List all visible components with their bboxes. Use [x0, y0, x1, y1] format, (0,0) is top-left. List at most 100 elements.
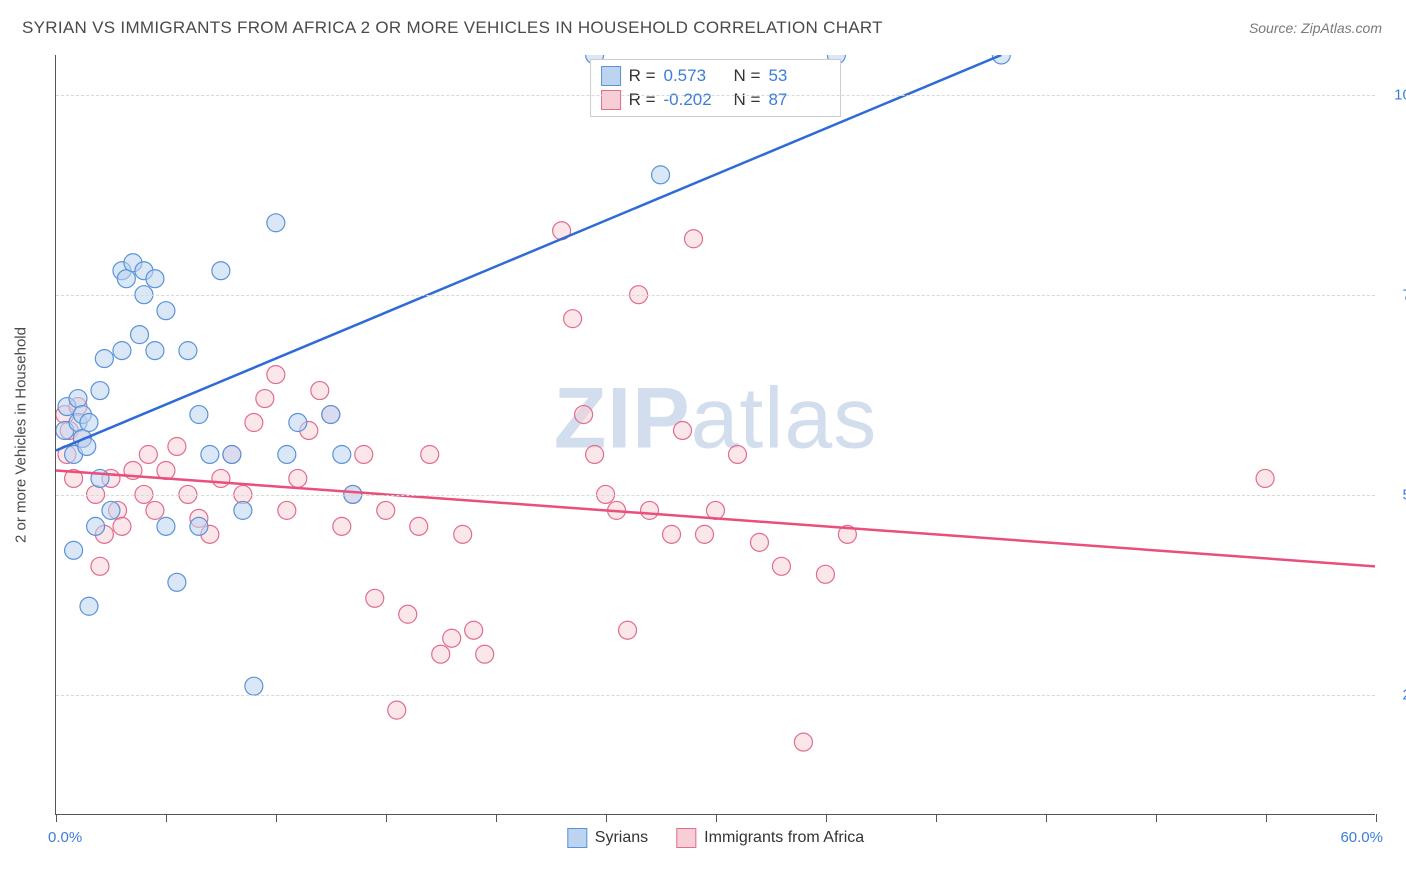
- data-point: [322, 406, 340, 424]
- data-point: [366, 589, 384, 607]
- x-tick: [1046, 814, 1047, 822]
- watermark-atlas: atlas: [691, 371, 878, 467]
- data-point: [69, 398, 87, 416]
- data-point: [102, 469, 120, 487]
- data-point: [73, 406, 91, 424]
- chart-plot-area: ZIPatlas 2 or more Vehicles in Household…: [55, 55, 1375, 815]
- data-point: [553, 222, 571, 240]
- swatch-africa: [601, 90, 621, 110]
- stats-row-africa: R = -0.202 N = 87: [601, 88, 831, 112]
- data-point: [608, 501, 626, 519]
- x-tick: [166, 814, 167, 822]
- watermark-zip: ZIP: [554, 371, 691, 467]
- y-tick-label: 50.0%: [1385, 487, 1406, 504]
- data-point: [73, 430, 91, 448]
- gridline: [56, 695, 1375, 696]
- legend-item-syrians: Syrians: [567, 828, 648, 848]
- x-axis-max-label: 60.0%: [1340, 829, 1383, 846]
- data-point: [91, 382, 109, 400]
- data-point: [696, 525, 714, 543]
- data-point: [190, 406, 208, 424]
- data-point: [58, 445, 76, 463]
- data-point: [146, 270, 164, 288]
- data-point: [333, 445, 351, 463]
- data-point: [135, 262, 153, 280]
- legend-label-syrians: Syrians: [595, 829, 648, 847]
- source-attribution: Source: ZipAtlas.com: [1249, 20, 1382, 36]
- data-point: [707, 501, 725, 519]
- data-point: [432, 645, 450, 663]
- data-point: [69, 414, 87, 432]
- data-point: [80, 597, 98, 615]
- data-point: [109, 501, 127, 519]
- trend-line: [56, 470, 1375, 566]
- data-point: [91, 469, 109, 487]
- data-point: [113, 262, 131, 280]
- swatch-syrians: [601, 66, 621, 86]
- data-point: [102, 501, 120, 519]
- stat-r-label: R =: [629, 90, 656, 110]
- data-point: [454, 525, 472, 543]
- data-point: [91, 557, 109, 575]
- data-point: [245, 414, 263, 432]
- stat-r-value-africa: -0.202: [664, 90, 726, 110]
- data-point: [157, 461, 175, 479]
- data-point: [300, 422, 318, 440]
- data-point: [157, 517, 175, 535]
- data-point: [333, 517, 351, 535]
- data-point: [95, 350, 113, 368]
- data-point: [388, 701, 406, 719]
- data-point: [421, 445, 439, 463]
- data-point: [289, 469, 307, 487]
- legend-label-africa: Immigrants from Africa: [704, 829, 864, 847]
- y-tick-label: 25.0%: [1385, 687, 1406, 704]
- data-point: [146, 501, 164, 519]
- data-point: [641, 501, 659, 519]
- data-point: [355, 445, 373, 463]
- data-point: [465, 621, 483, 639]
- data-point: [256, 390, 274, 408]
- data-point: [95, 525, 113, 543]
- x-tick: [716, 814, 717, 822]
- data-point: [267, 214, 285, 232]
- data-point: [65, 469, 83, 487]
- data-point: [168, 437, 186, 455]
- data-point: [278, 501, 296, 519]
- data-point: [443, 629, 461, 647]
- stat-r-value-syrians: 0.573: [664, 66, 726, 86]
- data-point: [56, 422, 74, 440]
- data-point: [663, 525, 681, 543]
- data-point: [212, 262, 230, 280]
- data-point: [794, 733, 812, 751]
- x-tick: [56, 814, 57, 822]
- data-point: [234, 501, 252, 519]
- data-point: [772, 557, 790, 575]
- data-point: [113, 342, 131, 360]
- data-point: [289, 414, 307, 432]
- data-point: [311, 382, 329, 400]
- data-point: [73, 430, 91, 448]
- data-point: [78, 437, 96, 455]
- y-tick-label: 75.0%: [1385, 287, 1406, 304]
- x-tick: [276, 814, 277, 822]
- data-point: [816, 565, 834, 583]
- watermark: ZIPatlas: [554, 370, 877, 469]
- stat-n-label: N =: [734, 66, 761, 86]
- data-point: [685, 230, 703, 248]
- y-tick-label: 100.0%: [1385, 87, 1406, 104]
- data-point: [139, 445, 157, 463]
- data-point: [278, 445, 296, 463]
- stat-n-value-africa: 87: [768, 90, 830, 110]
- gridline: [56, 95, 1375, 96]
- x-tick: [936, 814, 937, 822]
- data-point: [201, 525, 219, 543]
- data-point: [113, 517, 131, 535]
- data-point: [58, 398, 76, 416]
- data-point: [56, 406, 74, 424]
- data-point: [267, 366, 285, 384]
- data-point: [60, 422, 78, 440]
- data-point: [838, 525, 856, 543]
- correlation-stats-box: R = 0.573 N = 53 R = -0.202 N = 87: [590, 59, 842, 117]
- data-point: [80, 414, 98, 432]
- stat-r-label: R =: [629, 66, 656, 86]
